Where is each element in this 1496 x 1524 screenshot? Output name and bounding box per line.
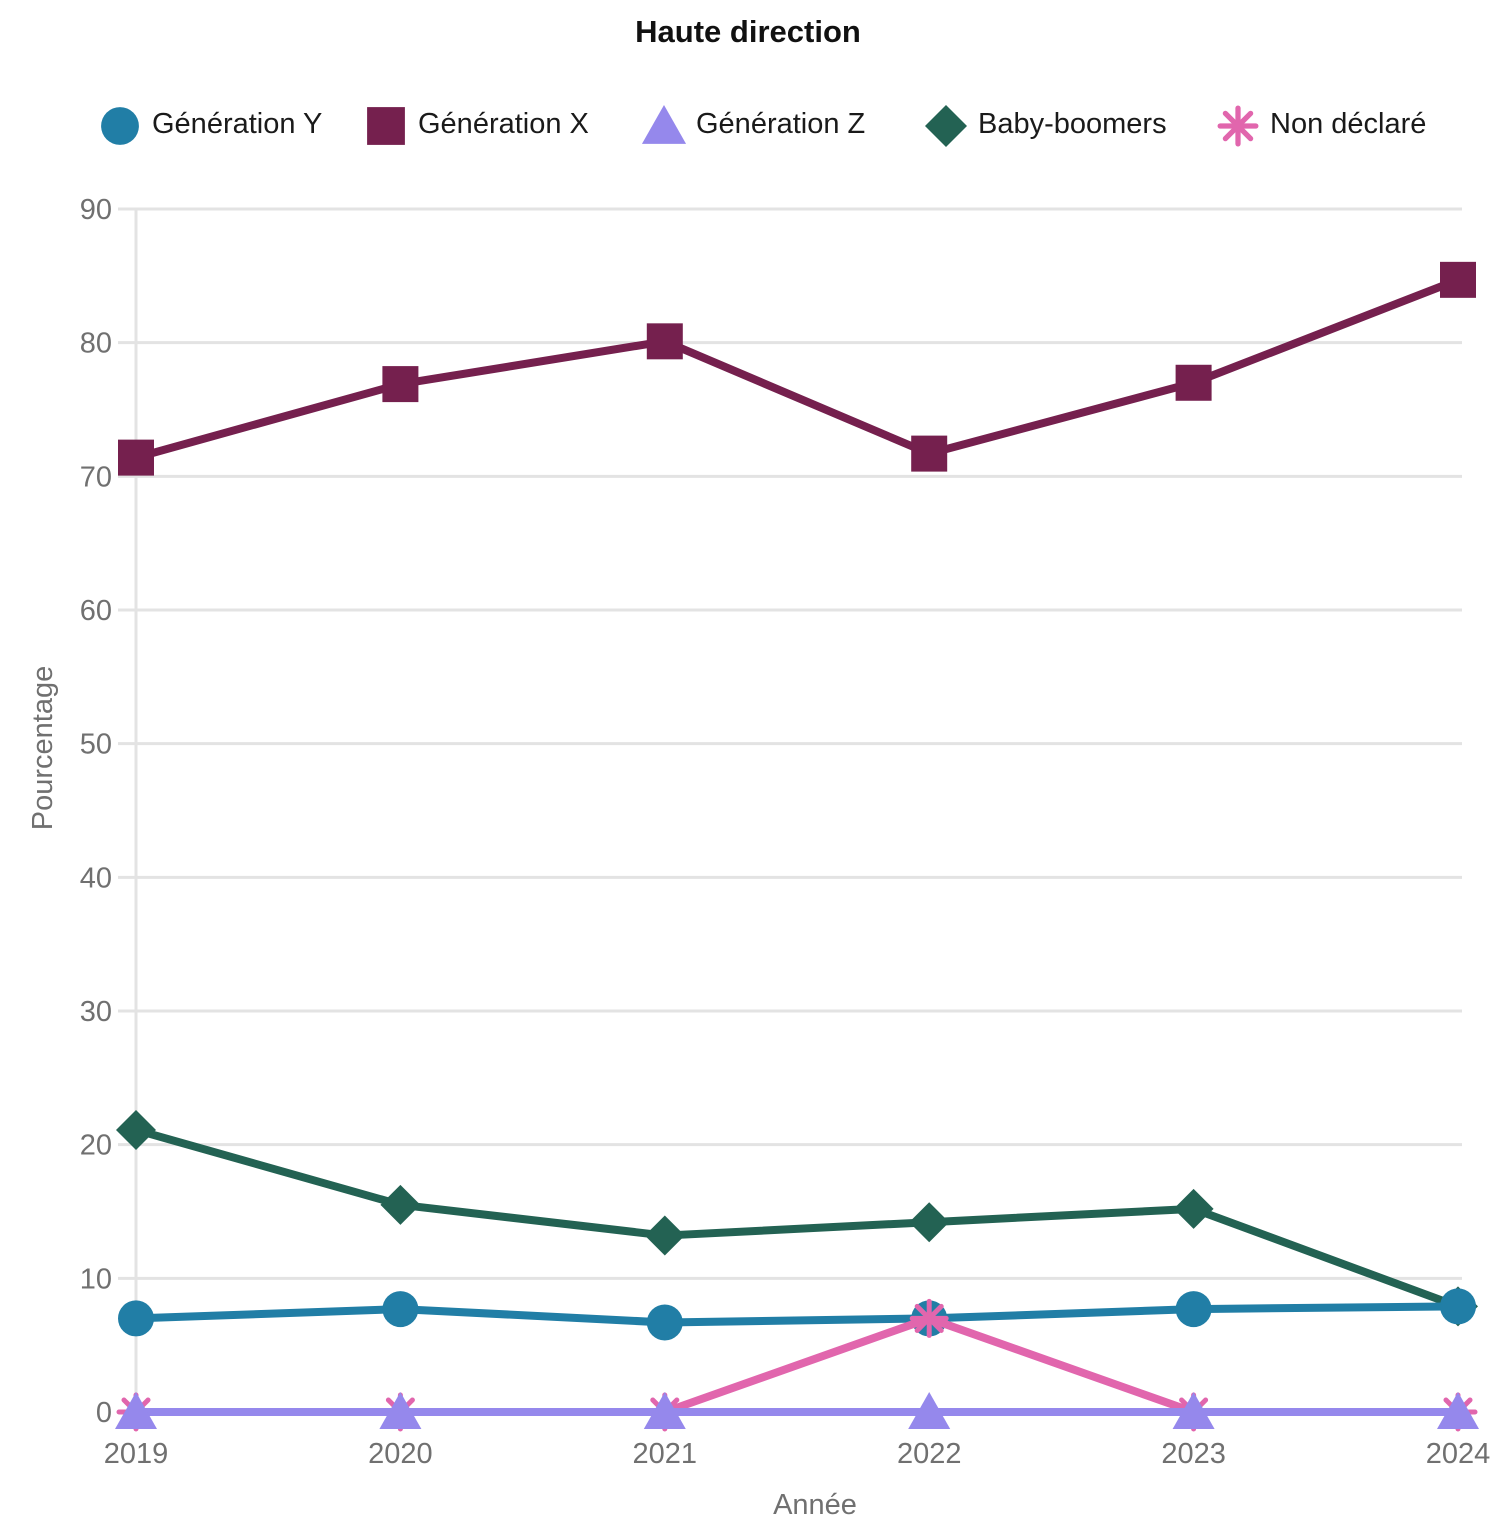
point-generation-y-2020 <box>382 1291 419 1328</box>
point-baby-boomers-2021 <box>644 1215 685 1256</box>
legend-marker <box>1217 105 1259 147</box>
y-tick-label: 60 <box>80 595 112 627</box>
circle-icon <box>101 107 139 145</box>
point-generation-x-2023 <box>1175 364 1212 401</box>
point-baby-boomers-2023 <box>1173 1188 1214 1229</box>
point-generation-z-2023 <box>1172 1392 1215 1429</box>
legend-label: Génération X <box>418 107 589 140</box>
legend-item-generation-z[interactable]: Génération Z <box>640 98 865 150</box>
series-baby-boomers <box>116 1109 1478 1327</box>
point-generation-y-2023 <box>1175 1291 1212 1328</box>
series-line-generation-y <box>132 1302 1462 1327</box>
point-baby-boomers-2020 <box>380 1184 421 1225</box>
point-generation-z-2019 <box>115 1392 157 1429</box>
series-generation-y <box>118 1288 1476 1341</box>
y-tick-label: 50 <box>80 729 112 761</box>
legend-label: Génération Y <box>152 107 323 140</box>
diamond-icon <box>925 105 967 147</box>
series-line-baby-boomers <box>132 1125 1462 1311</box>
x-tick-label: 2021 <box>633 1438 698 1470</box>
x-axis-title: Année <box>773 1489 857 1521</box>
series-line-non-declare <box>132 1314 1462 1416</box>
legend: Génération Y Génération X Génération Z Baby… <box>0 98 1496 150</box>
legend-item-generation-x[interactable]: Génération X <box>362 98 589 150</box>
point-generation-x-2024 <box>1440 261 1476 298</box>
point-generation-y-2024 <box>1440 1288 1476 1325</box>
series-generation-z <box>115 1392 1479 1429</box>
legend-marker <box>641 105 687 144</box>
y-tick-label: 70 <box>80 461 112 493</box>
point-generation-x-2019 <box>118 439 154 476</box>
point-generation-x-2022 <box>911 435 948 472</box>
series-line-generation-x <box>132 275 1462 462</box>
point-baby-boomers-2019 <box>116 1109 156 1150</box>
y-tick-label: 40 <box>80 862 112 894</box>
point-generation-z-2022 <box>908 1392 951 1429</box>
legend-item-baby-boomers[interactable]: Baby-boomers <box>922 98 1167 150</box>
y-axis-title: Pourcentage <box>27 666 59 830</box>
point-baby-boomers-2022 <box>909 1202 950 1243</box>
series-generation-x <box>118 261 1476 476</box>
point-generation-z-2020 <box>379 1392 422 1429</box>
legend-label: Non déclaré <box>1270 107 1427 140</box>
y-tick-label: 30 <box>80 996 112 1028</box>
point-generation-z-2024 <box>1437 1392 1479 1429</box>
legend-label: Baby-boomers <box>978 107 1167 140</box>
y-tick-label: 20 <box>80 1130 112 1162</box>
legend-label: Génération Z <box>696 107 866 140</box>
triangle-icon <box>641 105 687 144</box>
legend-item-non-declare[interactable]: Non déclaré <box>1214 98 1426 150</box>
y-tick-label: 0 <box>96 1397 112 1429</box>
point-generation-y-2021 <box>646 1304 683 1341</box>
x-tick-label: 2020 <box>368 1438 433 1470</box>
legend-marker <box>101 107 139 145</box>
y-tick-label: 90 <box>80 194 112 226</box>
x-tick-label: 2019 <box>104 1438 169 1470</box>
point-generation-x-2021 <box>646 323 683 360</box>
x-tick-label: 2022 <box>897 1438 962 1470</box>
point-generation-z-2021 <box>643 1392 686 1429</box>
point-generation-y-2019 <box>118 1300 154 1337</box>
legend-item-generation-y[interactable]: Génération Y <box>96 98 322 150</box>
legend-marker <box>367 107 405 145</box>
x-tick-label: 2024 <box>1426 1438 1491 1470</box>
legend-marker <box>925 105 967 147</box>
y-tick-label: 80 <box>80 328 112 360</box>
chart-title: Haute direction <box>635 14 861 49</box>
square-icon <box>367 107 405 145</box>
x-tick-label: 2023 <box>1161 1438 1226 1470</box>
y-tick-label: 10 <box>80 1263 112 1295</box>
point-non-declare-2022 <box>909 1298 949 1338</box>
point-generation-x-2020 <box>382 366 419 403</box>
asterisk-icon <box>1217 105 1259 147</box>
